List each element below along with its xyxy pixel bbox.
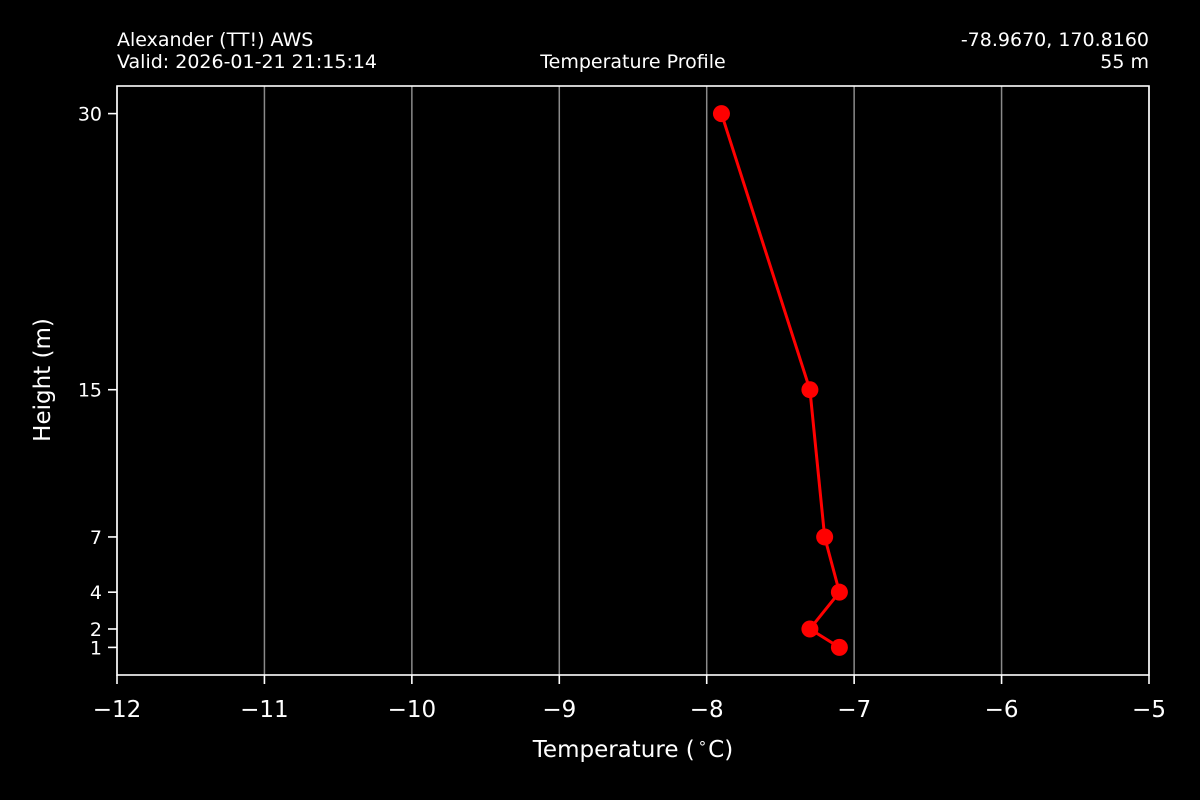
y-tick-label: 1 (90, 637, 102, 659)
valid-time: Valid: 2026-01-21 21:15:14 (117, 51, 377, 73)
y-tick-label: 15 (78, 380, 102, 402)
x-axis-label: Temperature (∘C) (532, 734, 733, 763)
temperature-point (816, 528, 834, 546)
y-tick-label: 2 (90, 619, 102, 641)
x-tick-label: −7 (837, 697, 871, 723)
temperature-series-line (720, 113, 841, 649)
y-axis-label: Height (m) (30, 318, 56, 442)
temperature-point (801, 381, 819, 399)
grid-lines (116, 86, 1150, 675)
series-layer (712, 105, 848, 656)
x-axis-ticks: −12 −11 −10 −9 −8 −7 −6 −5 (93, 675, 1166, 723)
y-tick-label: 7 (90, 527, 102, 549)
temperature-point (712, 105, 730, 123)
plot-frame (116, 85, 1150, 676)
x-tick-label: −11 (240, 697, 289, 723)
x-tick-label: −6 (985, 697, 1019, 723)
y-tick-label: 30 (78, 104, 102, 126)
chart-title: Temperature Profile (539, 51, 725, 73)
temperature-point (830, 583, 848, 601)
temperature-point (830, 638, 848, 656)
station-elevation: 55 m (1100, 51, 1149, 73)
y-tick-label: 4 (90, 582, 102, 604)
x-tick-label: −12 (93, 697, 142, 723)
x-tick-label: −10 (388, 697, 437, 723)
y-axis-ticks: 12 4 7 15 30 (78, 104, 117, 659)
station-name: Alexander (TT!) AWS (117, 29, 313, 51)
x-tick-label: −5 (1132, 697, 1166, 723)
x-tick-label: −8 (690, 697, 724, 723)
station-coordinates: -78.9670, 170.8160 (961, 29, 1149, 51)
temperature-point (801, 620, 819, 638)
x-tick-label: −9 (542, 697, 576, 723)
